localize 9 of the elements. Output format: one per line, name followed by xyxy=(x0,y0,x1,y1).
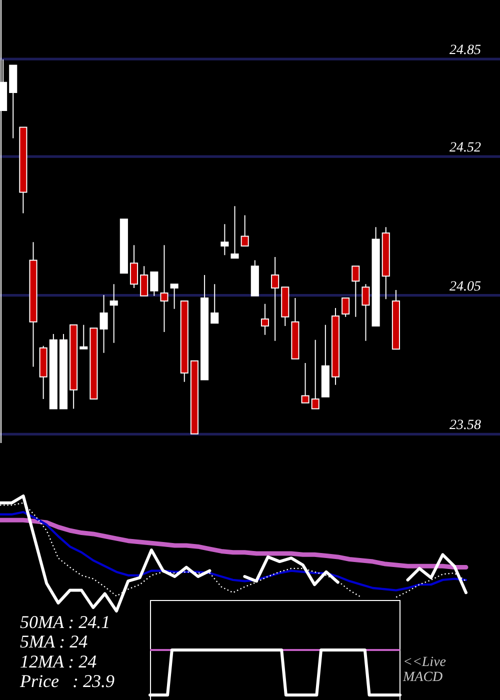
text: 50MA : 24.1 xyxy=(20,612,110,632)
text: 5MA : 24 xyxy=(20,632,88,652)
y-tick-label: 24.52 xyxy=(450,140,481,156)
text: 12MA : 24 xyxy=(20,651,97,672)
y-tick-label: 23.58 xyxy=(450,418,481,434)
text: <<Live MACD xyxy=(402,655,450,685)
text: Price : 23.9 xyxy=(19,671,114,692)
y-tick-label: 24.05 xyxy=(450,279,481,294)
y-tick-label: 24.85 xyxy=(450,43,481,58)
